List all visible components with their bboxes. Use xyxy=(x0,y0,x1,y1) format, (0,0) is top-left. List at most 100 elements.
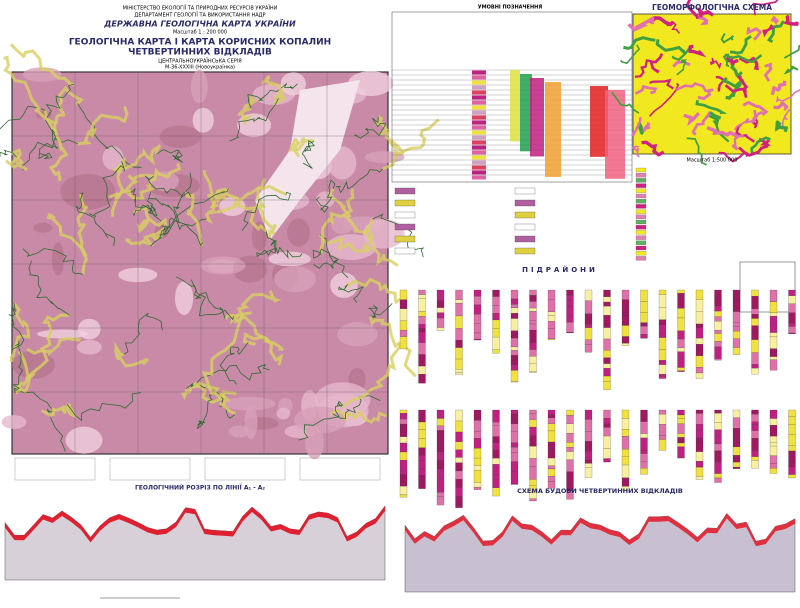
column-layer xyxy=(510,442,519,448)
column-layer xyxy=(510,471,519,485)
column-layer xyxy=(677,414,685,419)
column-layer xyxy=(473,289,482,297)
column-layer xyxy=(473,338,482,341)
column-layer xyxy=(732,446,741,456)
legend-symbol xyxy=(514,211,536,219)
column-layer xyxy=(788,326,796,334)
column-layer xyxy=(769,332,778,338)
column-layer xyxy=(603,409,611,419)
river xyxy=(338,284,364,303)
river-band xyxy=(229,311,284,366)
column-layer xyxy=(473,482,482,488)
column-layer xyxy=(621,325,630,337)
column-layer xyxy=(584,441,593,452)
column-layer xyxy=(658,307,667,320)
column-layer xyxy=(732,338,741,348)
column-layer xyxy=(677,358,685,368)
column-layer xyxy=(566,433,574,443)
geologic-section-top xyxy=(5,505,385,543)
map-footer-box xyxy=(14,457,96,481)
series: ЦЕНТРАЛЬНОУКРАЇНСЬКА СЕРІЯ xyxy=(158,58,242,65)
column-layer xyxy=(547,481,556,489)
geomorph-valley xyxy=(724,53,763,63)
geomorph-valley xyxy=(709,111,722,128)
map-footer-box xyxy=(204,457,286,481)
column-layer xyxy=(455,420,463,433)
river-band xyxy=(133,206,168,234)
column-layer xyxy=(584,451,593,461)
column-layer xyxy=(769,409,778,419)
column-layer xyxy=(455,358,463,370)
column-layer xyxy=(510,413,519,421)
column-layer xyxy=(399,308,408,321)
column-layer xyxy=(769,463,778,469)
geomorph-valley xyxy=(762,24,774,38)
column-layer xyxy=(455,479,463,488)
river xyxy=(219,342,249,385)
river xyxy=(0,105,46,130)
column-layer xyxy=(455,302,463,317)
column-layer xyxy=(788,474,796,479)
column-layer xyxy=(473,296,482,305)
river xyxy=(265,231,303,259)
column-layer xyxy=(640,437,648,451)
legend-symbol xyxy=(514,247,536,255)
column-layer xyxy=(399,451,408,461)
column-layer xyxy=(769,418,778,426)
river-band xyxy=(216,184,287,214)
column-layer xyxy=(436,492,445,497)
column-layer xyxy=(436,418,445,427)
column-layer xyxy=(547,468,556,477)
column-layer xyxy=(492,475,500,480)
river xyxy=(298,400,344,441)
column-layer xyxy=(510,307,519,314)
river-band xyxy=(326,188,374,244)
column-layer xyxy=(455,369,463,373)
column-layer xyxy=(529,413,537,420)
geomorph-valley xyxy=(731,135,744,151)
column-layer xyxy=(566,299,574,308)
river xyxy=(161,217,207,236)
legend-title: УМОВНІ ПОЗНАЧЕННЯ xyxy=(478,5,543,11)
river xyxy=(156,149,183,163)
map-patch xyxy=(33,222,53,233)
column-layer xyxy=(732,299,741,312)
geomorph-valley xyxy=(634,84,658,95)
column-layer xyxy=(788,289,796,296)
column-layer xyxy=(677,423,685,434)
river-band xyxy=(180,384,237,404)
column-layer xyxy=(399,299,408,309)
column-layer xyxy=(769,359,778,371)
column-layer xyxy=(751,325,759,333)
map-footer-box xyxy=(299,457,381,481)
map-patch xyxy=(190,69,208,104)
legend-swatch xyxy=(472,145,486,150)
column-layer xyxy=(621,464,630,479)
column-layer xyxy=(769,455,778,464)
legend-swatch xyxy=(472,160,486,165)
column-layer xyxy=(436,451,445,461)
geomorph-valley xyxy=(637,122,645,136)
column-layer xyxy=(492,313,500,321)
column-layer xyxy=(547,465,556,470)
geomorph-valley xyxy=(773,100,789,111)
column-layer xyxy=(769,468,778,474)
column-layer xyxy=(621,456,630,466)
geomorph-valley xyxy=(686,137,707,166)
column-layer xyxy=(714,321,722,331)
river-band xyxy=(126,162,182,200)
river-band xyxy=(54,85,85,125)
geomorph-valley xyxy=(738,56,759,71)
geomorph-legend-item xyxy=(635,251,647,256)
column-layer xyxy=(492,479,500,488)
column-layer xyxy=(788,332,796,335)
map-patch xyxy=(287,218,310,247)
map-patch xyxy=(60,173,116,210)
column-layer xyxy=(751,314,759,319)
column-layer xyxy=(714,330,722,334)
column-layer xyxy=(769,425,778,437)
column-layer xyxy=(492,487,500,497)
column-layer xyxy=(529,363,537,373)
column-layer xyxy=(769,289,778,303)
column-layer xyxy=(658,289,667,295)
